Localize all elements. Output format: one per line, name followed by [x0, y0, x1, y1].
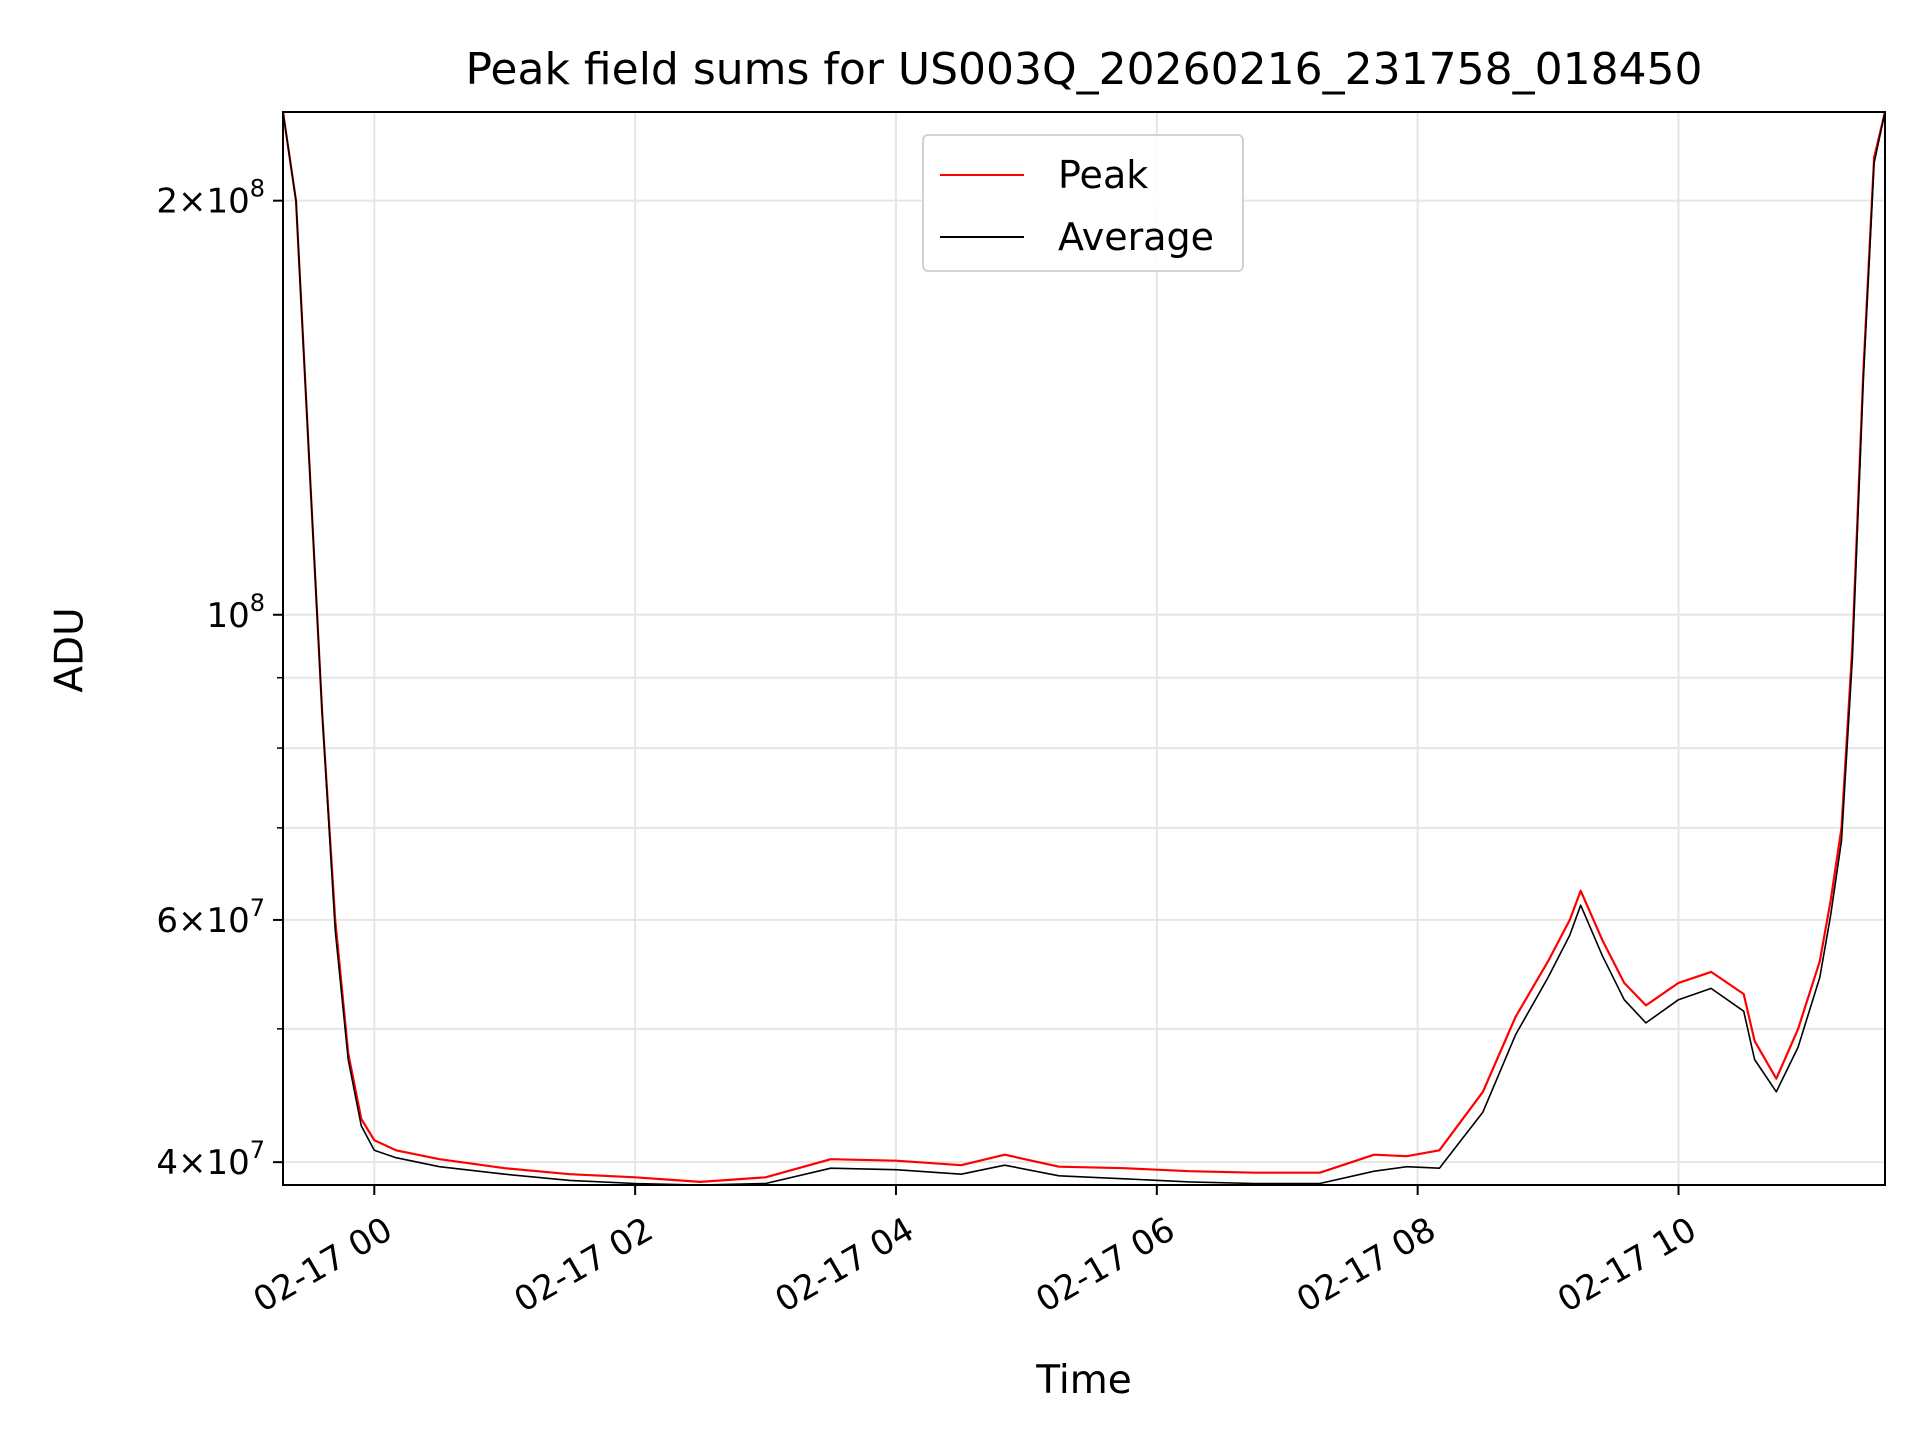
x-tick-label: 02-17 08: [1290, 1210, 1442, 1321]
x-tick-label: 02-17 00: [247, 1210, 399, 1321]
x-tick-label: 02-17 04: [768, 1210, 920, 1321]
legend-item-peak: Peak: [940, 150, 1148, 200]
legend-swatch: [940, 174, 1024, 176]
y-axis-label: ADU: [47, 607, 93, 693]
y-tick-label: 6×107: [156, 894, 265, 941]
legend-swatch: [940, 236, 1024, 238]
grid-lines: [283, 112, 1885, 1185]
series-line-peak: [283, 112, 1885, 1184]
series-lines: [283, 112, 1885, 1185]
x-axis-label: Time: [1036, 1358, 1132, 1403]
series-line-average: [283, 112, 1885, 1185]
plot-frame: [282, 111, 1886, 1186]
legend-label: Average: [1058, 215, 1215, 259]
x-tick-label: 02-17 02: [508, 1210, 660, 1321]
x-tick-label: 02-17 10: [1551, 1210, 1703, 1321]
chart-title: Peak field sums for US003Q_20260216_2317…: [465, 44, 1703, 95]
y-tick-label: 4×107: [156, 1136, 265, 1183]
legend: Peak Average: [922, 134, 1244, 272]
y-tick-label: 108: [206, 589, 265, 636]
y-tick-label: 2×108: [156, 175, 265, 222]
legend-item-average: Average: [940, 212, 1214, 262]
legend-label: Peak: [1058, 153, 1149, 197]
x-tick-label: 02-17 06: [1029, 1210, 1181, 1321]
